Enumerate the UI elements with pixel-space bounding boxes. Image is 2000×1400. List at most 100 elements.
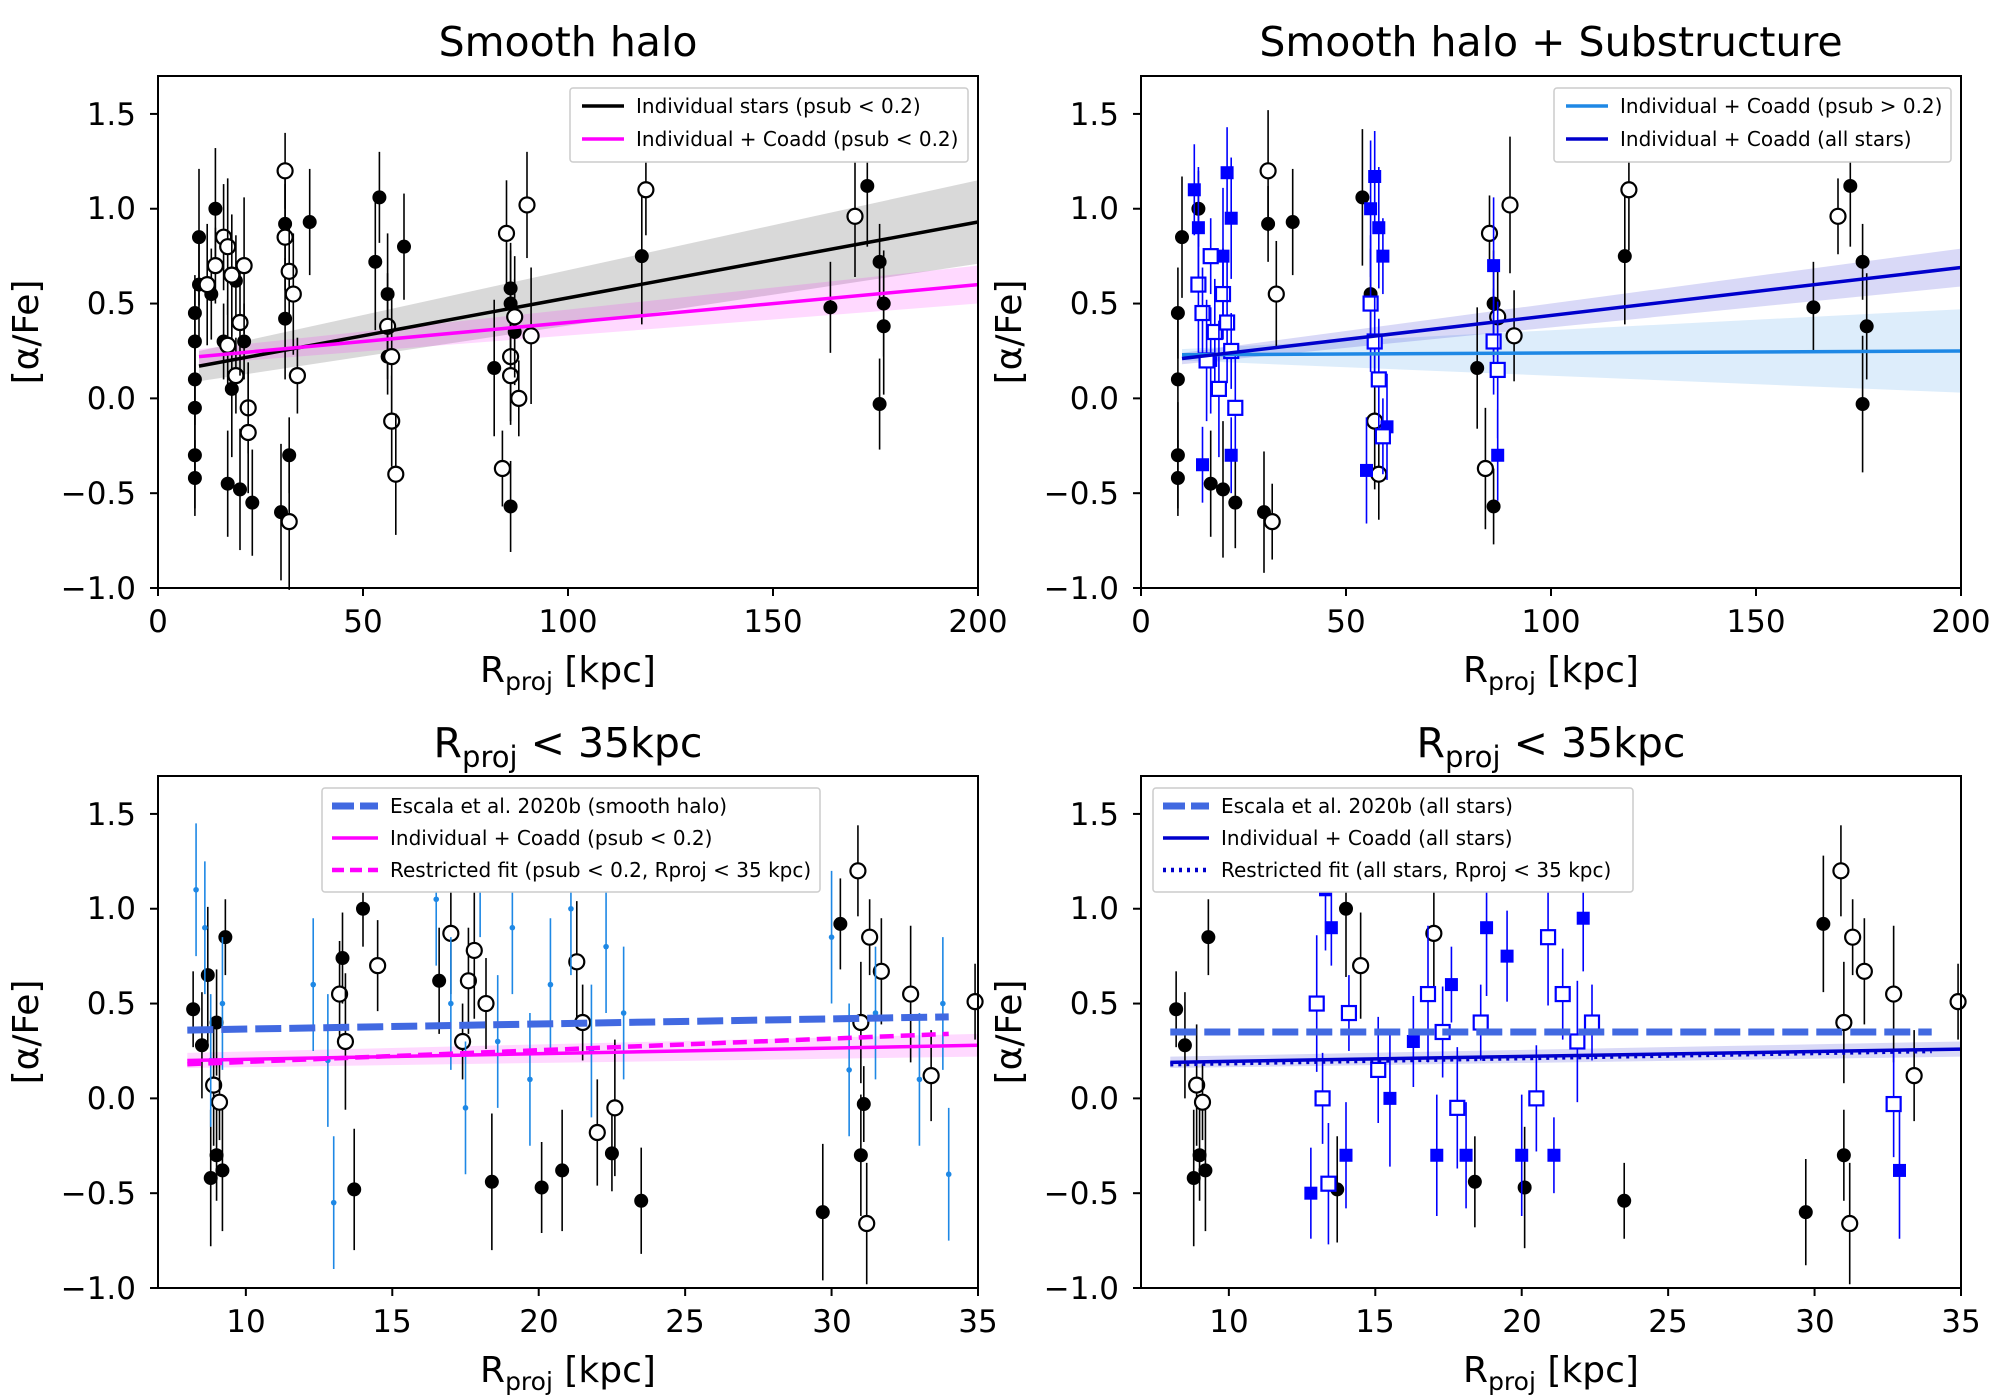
data-point-substructure bbox=[1383, 1091, 1397, 1105]
data-point-substructure bbox=[1576, 911, 1590, 925]
data-point-coadd bbox=[1501, 196, 1519, 214]
data-point-substructure-coadd bbox=[1370, 371, 1387, 388]
data-point-coadd bbox=[1829, 207, 1847, 225]
fit-line bbox=[1170, 1048, 1932, 1067]
data-point-coadd bbox=[637, 181, 655, 199]
y-tick-label: −0.5 bbox=[1044, 1176, 1119, 1212]
data-point-coadd bbox=[522, 327, 540, 345]
data-point-individual bbox=[503, 499, 518, 514]
data-point-coadd bbox=[465, 941, 483, 960]
data-point-escala bbox=[494, 1038, 501, 1045]
y-tick-label: 1.0 bbox=[87, 191, 136, 227]
x-axis: 0 50 100 150 200 bbox=[148, 604, 1007, 640]
y-tick-label: 1.5 bbox=[1070, 97, 1119, 133]
data-point-coadd bbox=[453, 1032, 472, 1051]
data-point-escala bbox=[872, 1010, 879, 1016]
data-point-escala bbox=[945, 1171, 952, 1178]
y-axis-label: [α/Fe] bbox=[6, 280, 47, 385]
data-point-coadd bbox=[206, 257, 224, 275]
data-point-coadd bbox=[1885, 985, 1903, 1003]
data-point-substructure-coadd bbox=[1210, 380, 1228, 397]
x-axis-label: Rproj [kpc] bbox=[1463, 1350, 1639, 1396]
y-tick-label: −0.5 bbox=[61, 1176, 136, 1212]
y-tick-label: −0.5 bbox=[1044, 476, 1119, 512]
data-point-coadd bbox=[383, 348, 401, 366]
data-point-coadd bbox=[861, 928, 879, 946]
legend-entry: Restricted fit (all stars, Rproj < 35 kp… bbox=[1221, 858, 1611, 882]
data-point-coadd bbox=[330, 985, 349, 1003]
data-point-coadd bbox=[276, 228, 294, 246]
y-tick-label: −1.0 bbox=[1044, 571, 1119, 607]
data-point-coadd bbox=[369, 957, 387, 975]
data-point-coadd bbox=[1366, 412, 1384, 430]
y-tick-label: 1.0 bbox=[1070, 191, 1119, 227]
data-point-substructure-coadd bbox=[1314, 1090, 1331, 1107]
x-tick-label: 20 bbox=[519, 1304, 558, 1340]
data-point-substructure-coadd bbox=[1472, 1014, 1489, 1031]
legend: Individual stars (psub < 0.2) Individual… bbox=[569, 87, 969, 163]
data-point-individual bbox=[1355, 190, 1370, 205]
data-point-coadd bbox=[336, 1032, 355, 1051]
data-point-individual bbox=[397, 239, 411, 254]
data-point-escala bbox=[568, 905, 574, 912]
data-point-individual bbox=[634, 249, 649, 264]
axes-frame bbox=[1140, 75, 1962, 589]
y-axis: −1.0 −0.5 0.0 0.5 1.0 1.5 bbox=[61, 797, 136, 1307]
plot-area bbox=[150, 112, 979, 596]
data-point-substructure-coadd bbox=[1569, 1033, 1586, 1050]
panel-smooth-halo: Smooth halo 0 50 100 150 200 −1.0 −0.5 0… bbox=[6, 18, 1008, 696]
panel-title: Smooth halo + Substructure bbox=[1259, 18, 1842, 66]
data-point-coadd bbox=[210, 1093, 229, 1111]
data-point-individual bbox=[1836, 1148, 1851, 1163]
y-tick-label: 1.5 bbox=[87, 797, 136, 833]
data-point-substructure-coadd bbox=[1449, 1099, 1466, 1116]
data-point-substructure-coadd bbox=[1489, 361, 1506, 379]
data-point-coadd bbox=[1855, 962, 1873, 980]
data-point-substructure bbox=[1360, 463, 1373, 477]
data-point-substructure bbox=[1220, 166, 1234, 180]
data-point-substructure bbox=[1500, 949, 1514, 963]
data-point-substructure-coadd bbox=[1218, 314, 1236, 331]
data-point-escala bbox=[527, 1076, 533, 1083]
x-tick-label: 10 bbox=[226, 1304, 265, 1340]
x-tick-label: 25 bbox=[1648, 1304, 1687, 1340]
data-point-individual bbox=[237, 334, 252, 349]
data-point-coadd bbox=[1259, 162, 1277, 180]
data-point-substructure bbox=[1547, 1148, 1561, 1162]
data-point-coadd bbox=[1425, 924, 1443, 942]
data-point-substructure bbox=[1480, 921, 1494, 935]
y-tick-label: 1.5 bbox=[87, 97, 136, 133]
data-point-substructure-coadd bbox=[1419, 985, 1437, 1003]
y-axis-label: [α/Fe] bbox=[6, 980, 47, 1085]
data-point-coadd bbox=[510, 389, 528, 407]
fit-line bbox=[198, 282, 979, 359]
data-point-individual bbox=[872, 254, 887, 269]
data-point-substructure bbox=[1324, 921, 1338, 935]
x-tick-label: 50 bbox=[343, 604, 382, 640]
x-tick-label: 100 bbox=[1521, 604, 1580, 640]
x-tick-label: 15 bbox=[1355, 1304, 1394, 1340]
data-point-substructure bbox=[1406, 1034, 1420, 1048]
y-tick-label: 0.0 bbox=[87, 381, 136, 417]
y-axis-label: [α/Fe] bbox=[989, 280, 1030, 385]
legend-entry: Individual stars (psub < 0.2) bbox=[636, 94, 921, 118]
data-point-substructure-coadd bbox=[1485, 333, 1502, 350]
data-point-coadd bbox=[1480, 224, 1499, 242]
data-point-coadd bbox=[1505, 327, 1523, 345]
x-tick-label: 150 bbox=[1726, 604, 1785, 640]
legend-entry: Escala et al. 2020b (all stars) bbox=[1221, 794, 1513, 818]
data-point-coadd bbox=[276, 162, 294, 180]
data-point-individual bbox=[192, 230, 206, 245]
data-point-coadd bbox=[205, 1076, 223, 1094]
legend-entry: Individual + Coadd (psub < 0.2) bbox=[390, 826, 712, 850]
data-point-coadd bbox=[231, 313, 249, 332]
panel-title: Smooth halo bbox=[439, 18, 698, 66]
data-point-individual bbox=[200, 968, 215, 983]
data-point-escala bbox=[940, 1000, 946, 1007]
y-tick-label: −1.0 bbox=[1044, 1271, 1119, 1307]
data-point-individual bbox=[1816, 916, 1831, 931]
data-point-coadd bbox=[1832, 862, 1850, 880]
data-point-individual bbox=[1170, 306, 1185, 321]
data-point-coadd bbox=[387, 465, 405, 483]
